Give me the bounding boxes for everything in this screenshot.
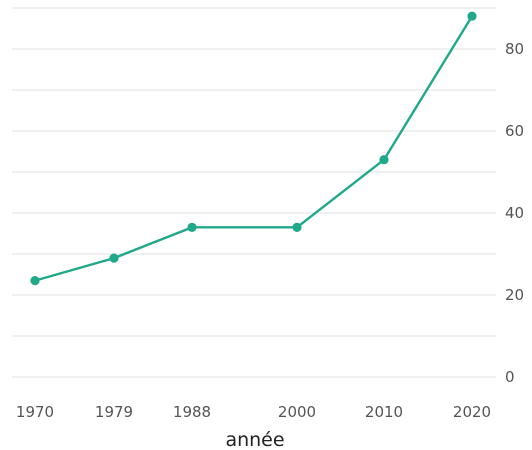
y-tick-label: 20: [505, 286, 524, 304]
x-tick-label: 1988: [173, 403, 211, 421]
x-tick-label: 2000: [278, 403, 316, 421]
grid-layer: [12, 7, 496, 378]
x-tick-label: 2020: [453, 403, 491, 421]
data-point: [379, 155, 389, 165]
data-point: [187, 222, 197, 232]
x-tick-label: 2010: [365, 403, 403, 421]
y-tick-label: 60: [505, 122, 524, 140]
x-tick-label: 1970: [16, 403, 54, 421]
x-tick-label: 1979: [95, 403, 133, 421]
data-point: [109, 253, 119, 263]
y-tick-label: 40: [505, 204, 524, 222]
x-axis-title: année: [225, 429, 284, 450]
series-line: [33, 15, 474, 282]
data-point: [30, 276, 40, 286]
series-layer: [30, 11, 477, 286]
y-tick-label: 0: [505, 368, 515, 386]
x-axis-ticks: 1970 1979 1988 2000 2010 2020: [16, 403, 491, 421]
y-tick-label: 80: [505, 40, 524, 58]
data-point: [292, 222, 302, 232]
y-axis-ticks: 0 20 40 60 80: [505, 40, 524, 386]
data-point: [467, 11, 477, 21]
